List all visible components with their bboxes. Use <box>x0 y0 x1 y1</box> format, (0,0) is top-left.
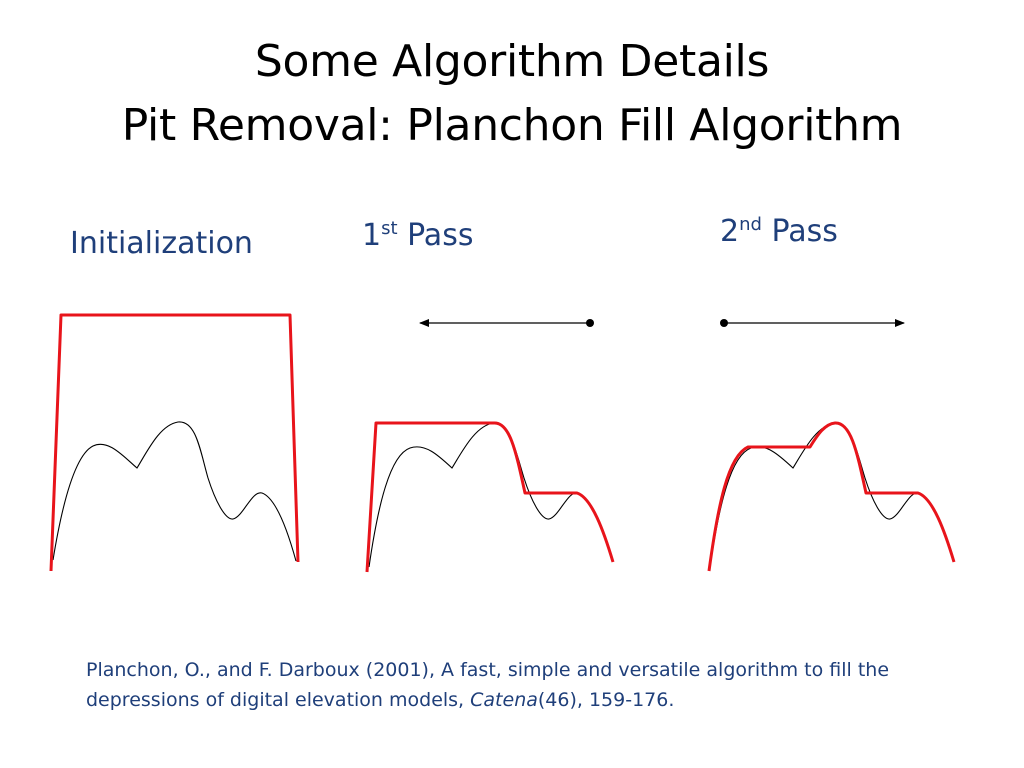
first-pass-start-dot <box>586 319 594 327</box>
second-pass-fill-line <box>707 421 956 572</box>
first-pass-superscript: st <box>381 218 398 239</box>
initialization-fill-line <box>49 313 300 572</box>
first-pass-terrain-line <box>368 422 613 568</box>
first-pass-text: Pass <box>397 218 474 253</box>
slide-title: Some Algorithm Details Pit Removal: Plan… <box>0 30 1024 158</box>
title-line-1: Some Algorithm Details <box>254 36 770 87</box>
citation-journal: Catena <box>470 689 538 711</box>
first-pass-label: 1st Pass <box>362 218 473 253</box>
second-pass-superscript: nd <box>739 214 762 235</box>
initialization-label-text: Initialization <box>70 226 253 261</box>
first-pass-number: 1 <box>362 218 382 253</box>
first-pass-fill-line <box>365 421 615 573</box>
initialization-label: Initialization <box>70 226 253 261</box>
citation-reference: Planchon, O., and F. Darboux (2001), A f… <box>86 655 966 715</box>
initialization-terrain-line <box>52 421 297 562</box>
second-pass-label: 2nd Pass <box>720 214 838 249</box>
second-pass-number: 2 <box>720 214 740 249</box>
first-pass-panel <box>365 319 615 573</box>
second-pass-panel <box>707 319 956 572</box>
second-pass-terrain-line <box>709 422 954 568</box>
citation-pages: (46), 159-176. <box>537 689 675 711</box>
second-pass-start-dot <box>720 319 728 327</box>
citation-text: Planchon, O., and F. Darboux (2001), A f… <box>86 659 890 711</box>
second-pass-text: Pass <box>761 214 838 249</box>
title-line-2: Pit Removal: Planchon Fill Algorithm <box>121 100 903 151</box>
initialization-panel <box>49 313 300 572</box>
